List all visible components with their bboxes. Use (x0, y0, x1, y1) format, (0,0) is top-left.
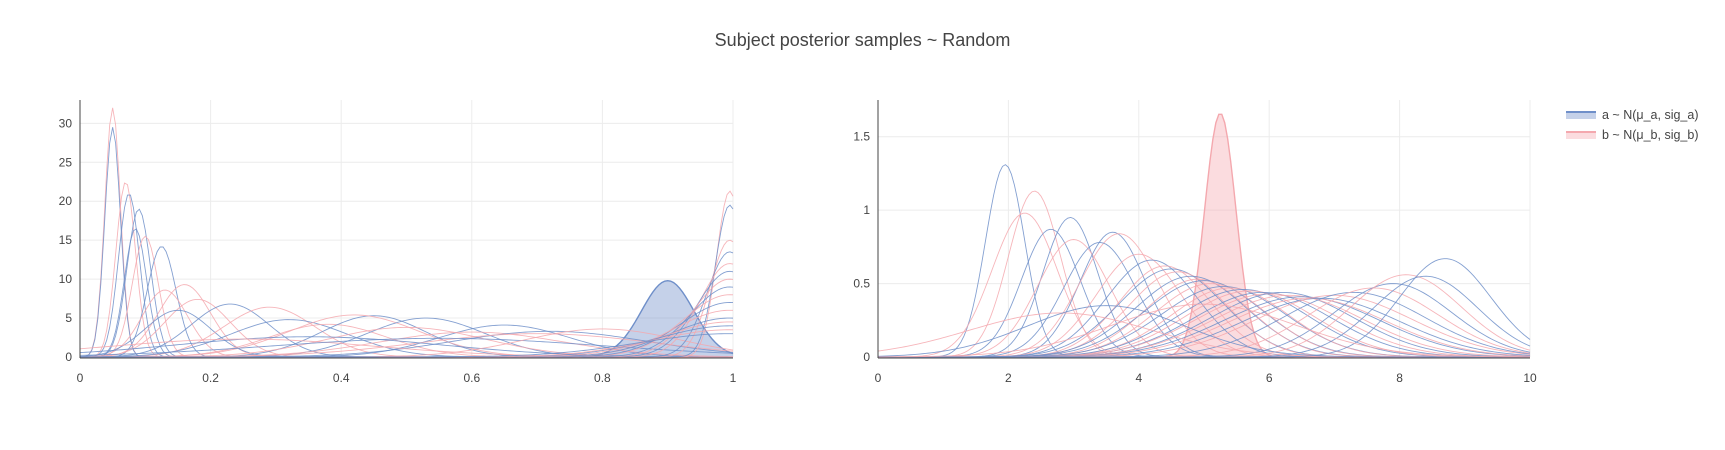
left-series-b-curve-0 (79, 107, 733, 358)
right-ytick-label-3: 1.5 (853, 130, 870, 144)
right-ytick-label-0: 0 (863, 350, 870, 364)
right-xtick-label-0: 0 (875, 371, 882, 385)
left-xtick-label-3: 0.6 (463, 371, 480, 385)
right-ytick-label-2: 1 (863, 203, 870, 217)
left-ytick-label-2: 10 (59, 272, 73, 286)
right-panel: 0 2 4 6 8 10 0 0.5 1 1.5 (853, 100, 1537, 385)
legend: a ~ N(μ_a, sig_a) b ~ N(μ_b, sig_b) (1566, 105, 1698, 145)
legend-swatch-a (1566, 111, 1596, 119)
left-ytick-label-3: 15 (59, 233, 73, 247)
right-series-a-curve-37 (877, 305, 1530, 358)
left-xtick-label-5: 1 (730, 371, 737, 385)
left-xtick-label-2: 0.4 (333, 371, 350, 385)
legend-item-b[interactable]: b ~ N(μ_b, sig_b) (1566, 125, 1698, 145)
left-ytick-label-0: 0 (65, 350, 72, 364)
chart-title: Subject posterior samples ~ Random (714, 30, 1011, 50)
left-ytick-label-1: 5 (65, 311, 72, 325)
left-ytick-label-6: 30 (59, 116, 73, 130)
right-ytick-label-1: 0.5 (853, 277, 870, 291)
right-series-a-curve-35 (878, 258, 1531, 358)
legend-label-b: b ~ N(μ_b, sig_b) (1602, 128, 1699, 142)
left-xtick-label-4: 0.8 (594, 371, 611, 385)
legend-swatch-b (1566, 131, 1596, 139)
left-xtick-label-0: 0 (77, 371, 84, 385)
right-xtick-label-5: 10 (1523, 371, 1537, 385)
right-series-b-curve-38 (877, 303, 1531, 358)
right-xtick-label-4: 8 (1396, 371, 1403, 385)
right-xtick-label-3: 6 (1266, 371, 1273, 385)
left-ytick-label-5: 25 (59, 155, 73, 169)
legend-label-a: a ~ N(μ_a, sig_a) (1602, 108, 1699, 122)
right-xtick-label-2: 4 (1135, 371, 1142, 385)
left-xtick-label-1: 0.2 (202, 371, 219, 385)
left-highlight-fill (80, 280, 733, 357)
left-ytick-label-4: 20 (59, 194, 73, 208)
right-xtick-label-1: 2 (1005, 371, 1012, 385)
left-series-a-curve-43 (80, 333, 734, 358)
legend-item-a[interactable]: a ~ N(μ_a, sig_a) (1566, 105, 1698, 125)
right-highlight-fill (878, 114, 1530, 357)
